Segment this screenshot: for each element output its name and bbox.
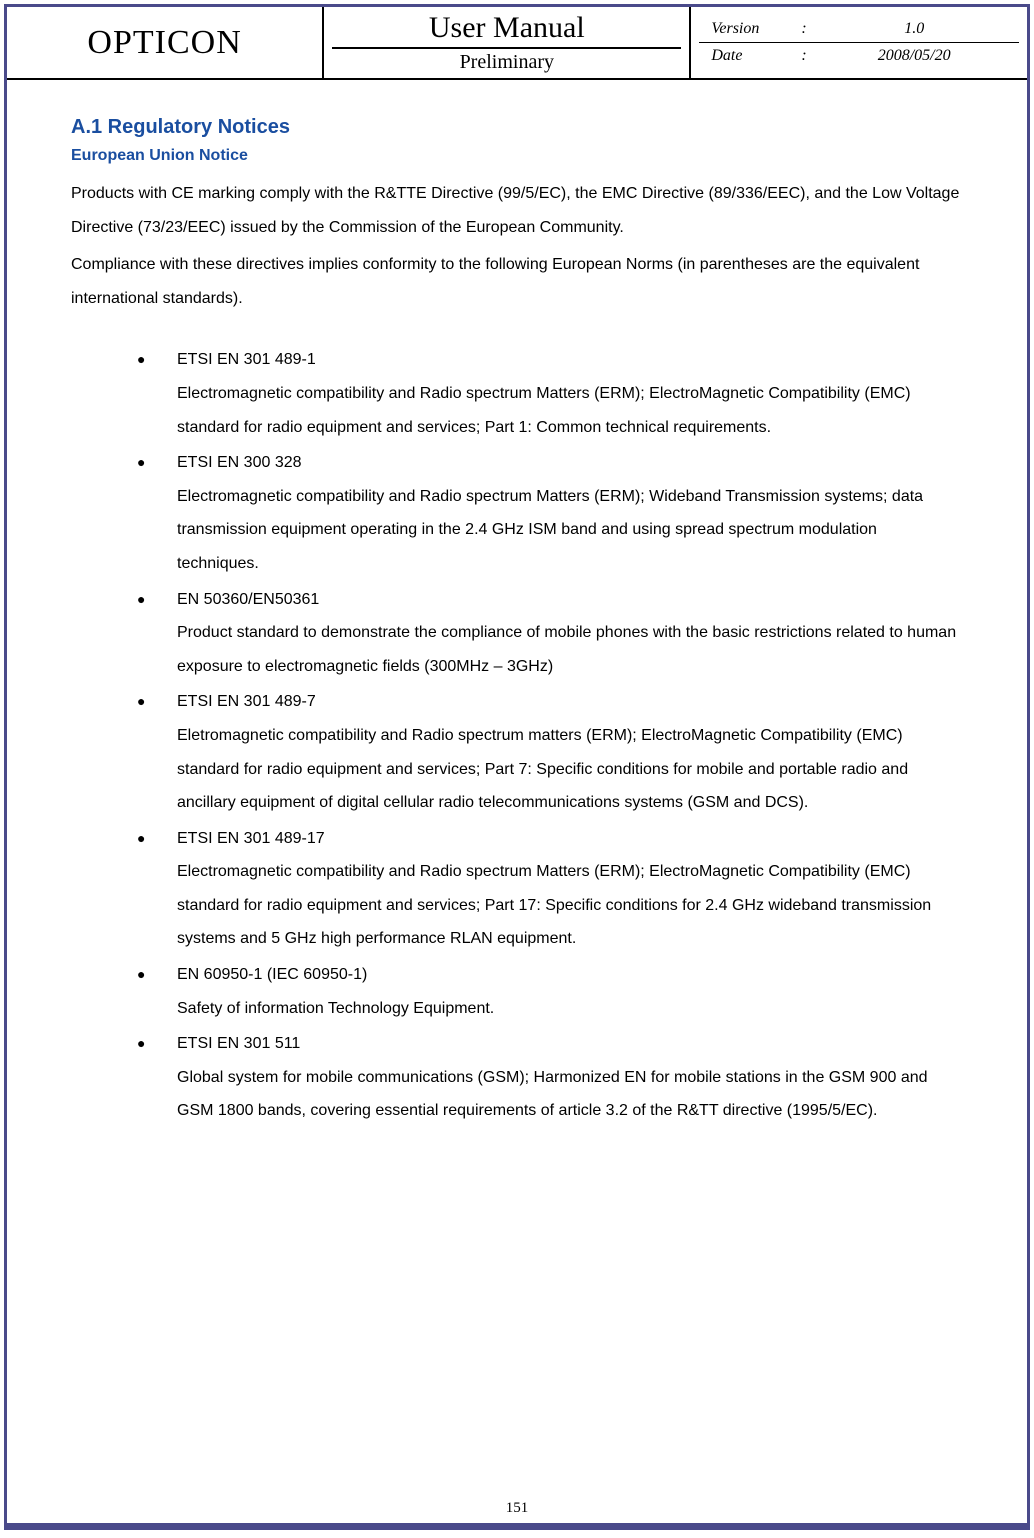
standard-code: ETSI EN 300 328 — [177, 446, 963, 480]
list-item: ETSI EN 301 489-1 Electromagnetic compat… — [137, 343, 963, 444]
standard-description: Product standard to demonstrate the comp… — [177, 616, 963, 683]
subsection-heading: European Union Notice — [71, 147, 963, 165]
list-item: ETSI EN 301 489-7 Eletromagnetic compati… — [137, 685, 963, 819]
title-cell: User Manual Preliminary — [323, 7, 690, 79]
page-frame: OPTICON User Manual Preliminary Version … — [4, 4, 1030, 1530]
standard-code: EN 50360/EN50361 — [177, 583, 963, 617]
standard-description: Electromagnetic compatibility and Radio … — [177, 377, 963, 444]
content-area: A.1 Regulatory Notices European Union No… — [7, 80, 1027, 1128]
standard-code: EN 60950-1 (IEC 60950-1) — [177, 958, 963, 992]
list-item: EN 50360/EN50361 Product standard to dem… — [137, 583, 963, 684]
colon: : — [801, 20, 821, 38]
date-row: Date : 2008/05/20 — [699, 43, 1019, 69]
date-label: Date — [711, 47, 801, 65]
standards-list: ETSI EN 301 489-1 Electromagnetic compat… — [71, 343, 963, 1128]
standard-description: Eletromagnetic compatibility and Radio s… — [177, 719, 963, 820]
standard-code: ETSI EN 301 489-7 — [177, 685, 963, 719]
brand-name: OPTICON — [87, 24, 241, 61]
standard-code: ETSI EN 301 511 — [177, 1027, 963, 1061]
date-value: 2008/05/20 — [821, 47, 1007, 65]
list-item: ETSI EN 301 489-17 Electromagnetic compa… — [137, 822, 963, 956]
title-main: User Manual — [332, 9, 681, 49]
page-number: 151 — [7, 1500, 1027, 1517]
colon: : — [801, 47, 821, 65]
standard-description: Global system for mobile communications … — [177, 1061, 963, 1128]
paragraph-2: Compliance with these directives implies… — [71, 248, 963, 315]
header-table: OPTICON User Manual Preliminary Version … — [7, 7, 1027, 80]
standard-code: ETSI EN 301 489-17 — [177, 822, 963, 856]
version-row: Version : 1.0 — [699, 16, 1019, 43]
standard-code: ETSI EN 301 489-1 — [177, 343, 963, 377]
meta-cell: Version : 1.0 Date : 2008/05/20 — [690, 7, 1027, 79]
version-value: 1.0 — [821, 20, 1007, 38]
list-item: EN 60950-1 (IEC 60950-1) Safety of infor… — [137, 958, 963, 1025]
list-item: ETSI EN 301 511 Global system for mobile… — [137, 1027, 963, 1128]
version-label: Version — [711, 20, 801, 38]
standard-description: Electromagnetic compatibility and Radio … — [177, 480, 963, 581]
title-sub: Preliminary — [332, 49, 681, 76]
standard-description: Safety of information Technology Equipme… — [177, 992, 963, 1026]
brand-cell: OPTICON — [7, 7, 323, 79]
list-item: ETSI EN 300 328 Electromagnetic compatib… — [137, 446, 963, 580]
paragraph-1: Products with CE marking comply with the… — [71, 177, 963, 244]
bottom-border — [7, 1523, 1027, 1527]
standard-description: Electromagnetic compatibility and Radio … — [177, 855, 963, 956]
section-heading: A.1 Regulatory Notices — [71, 116, 963, 139]
